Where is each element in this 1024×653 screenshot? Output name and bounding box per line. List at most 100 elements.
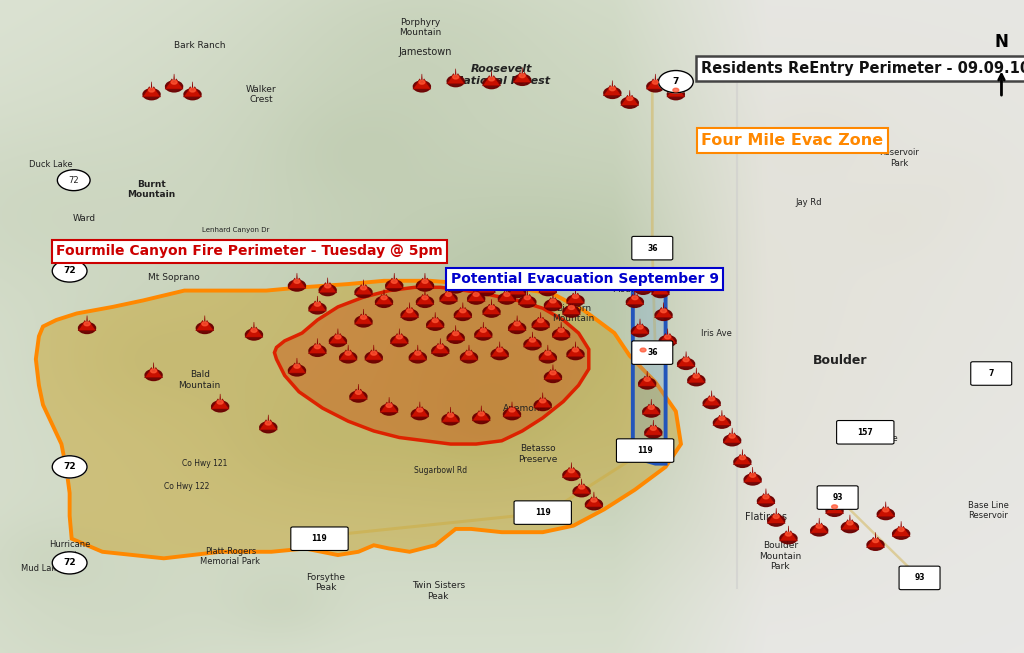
Polygon shape bbox=[513, 67, 531, 82]
Text: Lenhard Canyon Dr: Lenhard Canyon Dr bbox=[202, 227, 269, 233]
Circle shape bbox=[538, 319, 544, 323]
Circle shape bbox=[545, 351, 551, 355]
Text: 72: 72 bbox=[63, 266, 76, 276]
Circle shape bbox=[314, 345, 321, 349]
Circle shape bbox=[184, 89, 201, 100]
Polygon shape bbox=[825, 498, 844, 513]
FancyBboxPatch shape bbox=[837, 421, 894, 444]
Polygon shape bbox=[482, 299, 501, 314]
Circle shape bbox=[319, 285, 336, 296]
Circle shape bbox=[447, 282, 464, 293]
Polygon shape bbox=[757, 488, 775, 503]
Circle shape bbox=[627, 296, 643, 308]
Circle shape bbox=[558, 328, 564, 332]
Polygon shape bbox=[634, 342, 652, 357]
Circle shape bbox=[419, 80, 425, 84]
Circle shape bbox=[480, 328, 486, 332]
Circle shape bbox=[678, 358, 694, 370]
Circle shape bbox=[893, 528, 909, 539]
Polygon shape bbox=[308, 338, 327, 353]
Circle shape bbox=[171, 80, 177, 84]
Text: 157: 157 bbox=[857, 428, 873, 437]
Circle shape bbox=[447, 76, 464, 87]
Polygon shape bbox=[482, 71, 501, 86]
Polygon shape bbox=[702, 390, 721, 406]
Polygon shape bbox=[562, 299, 581, 314]
Circle shape bbox=[350, 391, 367, 402]
Circle shape bbox=[703, 398, 720, 409]
Circle shape bbox=[572, 348, 579, 352]
Circle shape bbox=[632, 326, 648, 337]
Circle shape bbox=[622, 97, 638, 108]
Circle shape bbox=[773, 515, 779, 518]
Polygon shape bbox=[518, 289, 537, 304]
Polygon shape bbox=[329, 328, 347, 343]
Circle shape bbox=[509, 323, 525, 334]
Polygon shape bbox=[544, 293, 562, 308]
Circle shape bbox=[473, 413, 489, 424]
Polygon shape bbox=[354, 279, 373, 295]
Text: 119: 119 bbox=[637, 446, 653, 455]
Circle shape bbox=[355, 316, 372, 327]
Circle shape bbox=[816, 524, 822, 528]
Text: Anemone: Anemone bbox=[503, 404, 546, 413]
Polygon shape bbox=[687, 368, 706, 383]
Circle shape bbox=[289, 365, 305, 376]
Circle shape bbox=[648, 406, 654, 409]
Circle shape bbox=[202, 322, 208, 326]
Text: 72: 72 bbox=[63, 462, 76, 471]
Circle shape bbox=[475, 329, 492, 340]
Text: 119: 119 bbox=[311, 534, 328, 543]
Circle shape bbox=[524, 296, 530, 300]
Circle shape bbox=[657, 286, 664, 290]
Text: Fourmile Canyon Fire Perimeter - Tuesday @ 5pm: Fourmile Canyon Fire Perimeter - Tuesday… bbox=[56, 244, 443, 259]
Polygon shape bbox=[634, 276, 652, 291]
Text: Bald
Mountain: Bald Mountain bbox=[178, 370, 221, 390]
Circle shape bbox=[335, 335, 341, 339]
Circle shape bbox=[483, 78, 500, 89]
Polygon shape bbox=[490, 342, 509, 357]
Text: Residents ReEntry Perimeter - 09.09.10-10AM: Residents ReEntry Perimeter - 09.09.10-1… bbox=[701, 61, 1024, 76]
Circle shape bbox=[688, 375, 705, 386]
Polygon shape bbox=[259, 415, 278, 430]
Circle shape bbox=[586, 499, 602, 510]
Circle shape bbox=[750, 473, 756, 477]
Polygon shape bbox=[767, 508, 785, 523]
Circle shape bbox=[453, 332, 459, 336]
Circle shape bbox=[381, 404, 397, 415]
Polygon shape bbox=[566, 288, 585, 303]
Polygon shape bbox=[723, 428, 741, 443]
Polygon shape bbox=[385, 273, 403, 288]
Circle shape bbox=[412, 409, 428, 420]
Circle shape bbox=[466, 351, 472, 355]
Polygon shape bbox=[562, 462, 581, 477]
Text: Neva Rd: Neva Rd bbox=[776, 69, 811, 78]
Text: Ward: Ward bbox=[73, 214, 95, 223]
Text: Magnolia Dr: Magnolia Dr bbox=[294, 539, 341, 548]
Polygon shape bbox=[288, 358, 306, 373]
Circle shape bbox=[437, 345, 443, 349]
Circle shape bbox=[545, 372, 561, 383]
Circle shape bbox=[645, 280, 662, 291]
Circle shape bbox=[345, 351, 351, 355]
FancyBboxPatch shape bbox=[899, 566, 940, 590]
Text: Walker
Crest: Walker Crest bbox=[246, 85, 276, 104]
Circle shape bbox=[417, 280, 433, 291]
Circle shape bbox=[514, 286, 520, 290]
Circle shape bbox=[644, 377, 650, 381]
Circle shape bbox=[483, 284, 489, 288]
Circle shape bbox=[432, 345, 449, 357]
Text: 36: 36 bbox=[647, 348, 657, 357]
Circle shape bbox=[52, 456, 87, 478]
Polygon shape bbox=[633, 284, 666, 464]
Polygon shape bbox=[621, 90, 639, 105]
Circle shape bbox=[197, 323, 213, 334]
Circle shape bbox=[453, 75, 459, 79]
Text: Boulder: Boulder bbox=[812, 354, 867, 367]
Circle shape bbox=[360, 315, 367, 319]
Text: 7: 7 bbox=[988, 369, 994, 378]
Circle shape bbox=[260, 422, 276, 433]
Polygon shape bbox=[646, 74, 665, 89]
Circle shape bbox=[386, 280, 402, 291]
Circle shape bbox=[509, 408, 515, 412]
